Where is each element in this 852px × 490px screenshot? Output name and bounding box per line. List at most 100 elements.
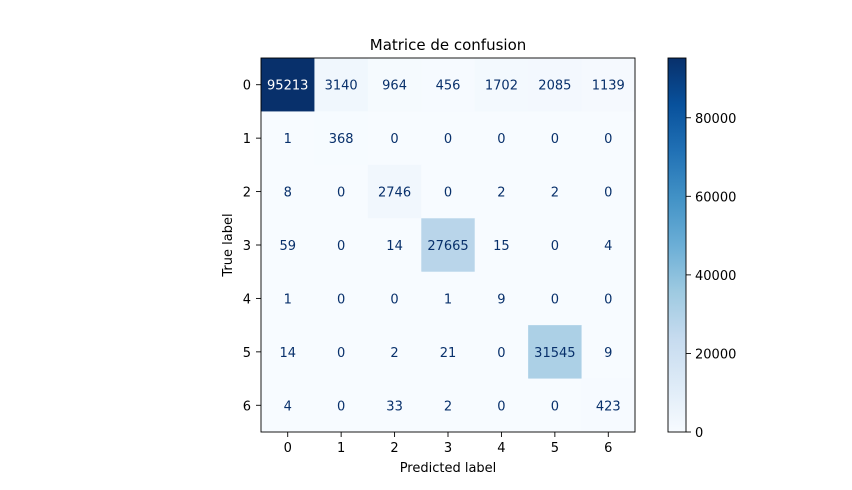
heatmap-cell-6-0 — [261, 378, 315, 433]
cell-value-6-0: 4 — [284, 399, 292, 414]
heatmap-cell-2-0 — [261, 164, 315, 219]
heatmap-cell-0-2 — [367, 58, 422, 112]
heatmap-cell-2-6 — [581, 164, 636, 219]
cell-value-2-0: 8 — [284, 186, 292, 201]
heatmap-cell-1-4 — [474, 111, 529, 166]
heatmap-cell-0-6 — [581, 58, 636, 112]
cell-value-1-4: 0 — [497, 132, 505, 147]
cell-value-1-6: 0 — [604, 132, 612, 147]
x-tick-label: 5 — [551, 441, 559, 456]
heatmap-cell-2-4 — [474, 164, 529, 219]
cell-value-3-3: 27665 — [427, 239, 468, 254]
y-axis-label: True label — [221, 213, 236, 277]
heatmap-cell-2-5 — [528, 164, 583, 219]
cell-value-3-0: 59 — [279, 239, 296, 254]
cell-value-2-4: 2 — [497, 186, 505, 201]
y-tick-label: 0 — [243, 79, 251, 94]
heatmap-cells — [261, 58, 636, 433]
cell-value-2-3: 0 — [444, 186, 452, 201]
colorbar-tick-label: 20000 — [695, 347, 736, 362]
cell-value-0-6: 1139 — [592, 79, 625, 94]
heatmap-cell-3-6 — [581, 218, 636, 273]
heatmap-cell-1-3 — [421, 111, 476, 166]
colorbar-tick-label: 60000 — [695, 190, 736, 205]
heatmap-cell-5-2 — [367, 325, 422, 380]
heatmap-cell-6-5 — [528, 378, 583, 433]
heatmap-cell-3-5 — [528, 218, 583, 273]
cell-value-1-1: 368 — [329, 132, 354, 147]
heatmap-cell-6-4 — [474, 378, 529, 433]
cell-value-1-3: 0 — [444, 132, 452, 147]
heatmap-cell-1-0 — [261, 111, 315, 166]
colorbar-ticks: 0 20000 40000 60000 80000 — [686, 112, 736, 441]
x-tick-label: 0 — [284, 441, 292, 456]
x-tick-label: 4 — [497, 441, 505, 456]
cell-value-1-2: 0 — [390, 132, 398, 147]
y-tick-label: 6 — [243, 399, 251, 414]
cell-value-5-3: 21 — [440, 346, 457, 361]
heatmap-cell-2-3 — [421, 164, 476, 219]
cell-value-labels: 95213 3140 964 456 1702 2085 1139 1 368 0 0 0 0 0 8 0 27… — [267, 79, 625, 415]
heatmap-cell-5-0 — [261, 325, 315, 380]
cell-value-3-1: 0 — [337, 239, 345, 254]
cell-value-6-5: 0 — [551, 399, 559, 414]
cell-value-4-6: 0 — [604, 292, 612, 307]
chart-title: Matrice de confusion — [370, 36, 527, 54]
cell-value-0-5: 2085 — [538, 79, 571, 94]
cell-value-2-6: 0 — [604, 186, 612, 201]
heatmap-cell-4-4 — [474, 271, 529, 326]
x-tick-label: 3 — [444, 441, 452, 456]
heatmap-cell-0-5 — [528, 58, 583, 112]
heatmap-cell-1-2 — [367, 111, 422, 166]
heatmap-cell-4-2 — [367, 271, 422, 326]
cell-value-5-6: 9 — [604, 346, 612, 361]
cell-value-4-4: 9 — [497, 292, 505, 307]
heatmap-cell-3-3 — [421, 218, 476, 273]
heatmap-cell-5-3 — [421, 325, 476, 380]
y-tick-label: 5 — [243, 346, 251, 361]
colorbar-tick-label: 40000 — [695, 269, 736, 284]
heatmap-cell-6-3 — [421, 378, 476, 433]
heatmap-cell-6-2 — [367, 378, 422, 433]
cell-value-6-2: 33 — [386, 399, 403, 414]
x-axis-label: Predicted label — [400, 461, 497, 476]
heatmap-cell-0-1 — [314, 58, 369, 112]
heatmap-cell-0-4 — [474, 58, 529, 112]
cell-value-6-6: 423 — [596, 399, 621, 414]
x-axis-ticks: 0 1 2 3 4 5 6 — [284, 432, 612, 456]
cell-value-1-5: 0 — [551, 132, 559, 147]
heatmap-cell-3-0 — [261, 218, 315, 273]
cell-value-2-2: 2746 — [378, 186, 411, 201]
heatmap-cell-0-0 — [261, 58, 315, 112]
heatmap-cell-6-6 — [581, 378, 636, 433]
y-tick-label: 3 — [243, 239, 251, 254]
y-tick-label: 4 — [243, 292, 251, 307]
cell-value-0-1: 3140 — [325, 79, 358, 94]
cell-value-0-4: 1702 — [485, 79, 518, 94]
cell-value-0-3: 456 — [436, 79, 461, 94]
cell-value-3-4: 15 — [493, 239, 510, 254]
cell-value-0-0: 95213 — [267, 79, 308, 94]
cell-value-3-5: 0 — [551, 239, 559, 254]
cell-value-3-6: 4 — [604, 239, 612, 254]
cell-value-4-0: 1 — [284, 292, 292, 307]
colorbar — [667, 57, 687, 433]
heatmap-cell-3-2 — [367, 218, 422, 273]
heatmap-cell-4-0 — [261, 271, 315, 326]
colorbar-tick-label: 80000 — [695, 112, 736, 127]
heatmap-cell-4-6 — [581, 271, 636, 326]
colorbar-tick-label: 0 — [695, 426, 703, 441]
cell-value-1-0: 1 — [284, 132, 292, 147]
cell-value-4-1: 0 — [337, 292, 345, 307]
heatmap-cell-1-1 — [314, 111, 369, 166]
x-tick-label: 2 — [390, 441, 398, 456]
cell-value-5-4: 0 — [497, 346, 505, 361]
cell-value-6-4: 0 — [497, 399, 505, 414]
heatmap-cell-4-1 — [314, 271, 369, 326]
heatmap-cell-5-6 — [581, 325, 636, 380]
y-tick-label: 2 — [243, 186, 251, 201]
cell-value-5-0: 14 — [279, 346, 296, 361]
heatmap-cell-5-1 — [314, 325, 369, 380]
